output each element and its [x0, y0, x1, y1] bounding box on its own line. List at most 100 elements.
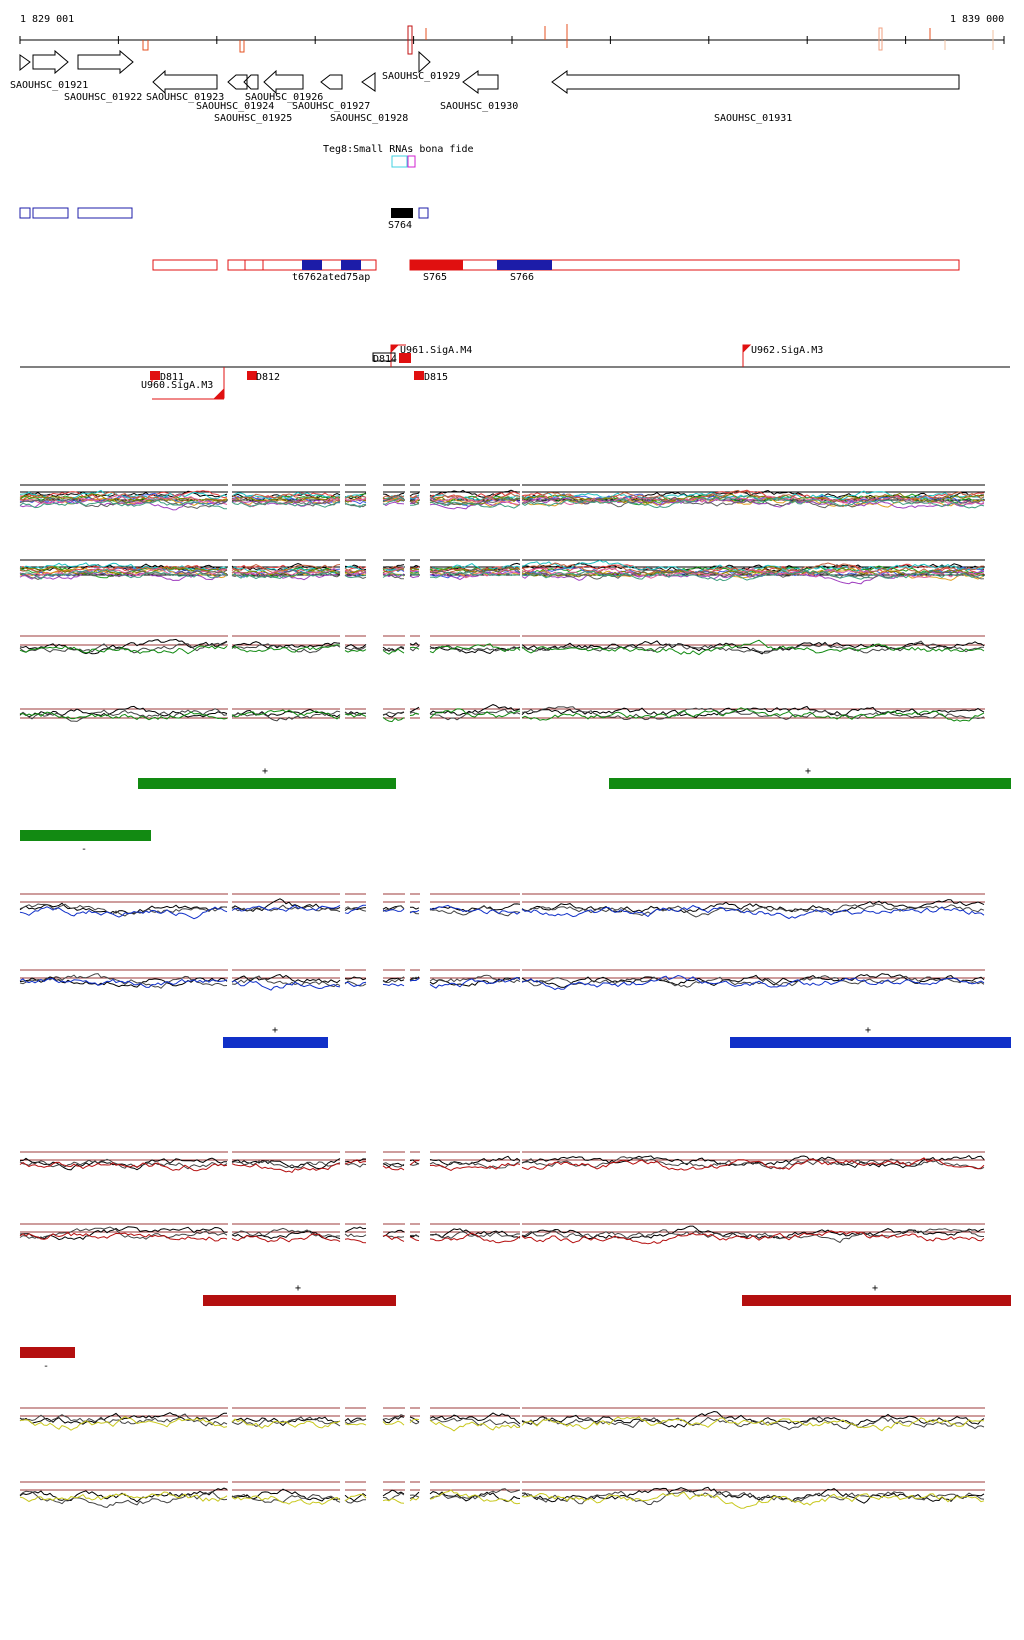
expression-line	[429, 501, 521, 509]
promoter-flag-u960[interactable]	[213, 367, 225, 399]
expression-line	[382, 717, 405, 723]
expression-line	[409, 906, 420, 910]
segment-label: S766	[510, 272, 534, 283]
expression-line	[521, 705, 985, 718]
gene-arrow-01922[interactable]	[77, 49, 134, 75]
region-bar-green-plus[interactable]	[138, 778, 396, 789]
terminator-d815[interactable]	[414, 371, 424, 380]
expression-line	[521, 1489, 985, 1505]
expression-line	[409, 572, 420, 576]
expression-line	[19, 902, 228, 914]
expression-line	[409, 1494, 420, 1498]
segment-fill-s766[interactable]	[497, 260, 552, 270]
region-bar-blue-plus[interactable]	[730, 1037, 1011, 1048]
segment-box-s764[interactable]	[391, 208, 413, 218]
expression-line	[409, 567, 420, 571]
expression-line	[521, 904, 985, 920]
terminator-d812[interactable]	[247, 371, 257, 380]
expression-panel-red-minus	[19, 1225, 985, 1245]
gene-arrow-01929[interactable]	[418, 50, 431, 74]
region-bar-red-plus[interactable]	[203, 1295, 396, 1306]
segment-box[interactable]	[32, 207, 69, 219]
gene-arrow-01923[interactable]	[152, 69, 218, 95]
gene-arrow-01924[interactable]	[227, 74, 259, 90]
expression-line	[19, 497, 228, 510]
strand-plus-label: +	[262, 766, 268, 777]
expression-line	[429, 492, 520, 503]
expression-line	[409, 575, 420, 579]
expression-line	[429, 643, 521, 654]
gene-arrow-01931[interactable]	[551, 70, 960, 94]
segment-box[interactable]	[19, 207, 31, 219]
region-bar-green-minus[interactable]	[20, 830, 151, 841]
expression-line	[382, 1162, 405, 1168]
expression-line	[409, 645, 420, 652]
expression-line	[409, 1234, 420, 1237]
expression-line	[429, 1489, 521, 1505]
segment-box[interactable]	[418, 207, 429, 219]
srna-feature[interactable]	[407, 155, 416, 168]
expression-line	[382, 711, 405, 718]
segment-box[interactable]	[77, 207, 133, 219]
srna-track-title: Teg8:Small RNAs bona fide	[323, 144, 474, 155]
terminator-box[interactable]	[399, 353, 411, 363]
promoter-flag[interactable]	[742, 344, 752, 367]
expression-line	[344, 497, 367, 502]
gene-label: SAOUHSC_01929	[382, 71, 460, 82]
segment-box[interactable]	[409, 259, 960, 271]
expression-line	[429, 496, 521, 506]
expression-line	[382, 1414, 405, 1421]
gene-label: SAOUHSC_01926	[245, 92, 323, 103]
expression-line	[382, 976, 405, 984]
expression-line	[382, 564, 405, 570]
expression-line	[344, 568, 367, 573]
ruler-end-label: 1 839 000	[950, 14, 1004, 25]
expression-line	[19, 1226, 228, 1241]
expression-line	[344, 711, 367, 716]
expression-line	[429, 974, 521, 984]
terminator-label: D815	[424, 372, 448, 383]
gene-arrow-01926[interactable]	[263, 69, 304, 95]
gene-arrow-01928[interactable]	[361, 72, 376, 92]
expression-line	[521, 640, 984, 654]
region-bar-red-plus[interactable]	[742, 1295, 1011, 1306]
segment-fill[interactable]	[302, 260, 322, 270]
expression-line	[409, 1491, 420, 1499]
segment-label: S765	[423, 272, 447, 283]
expression-line	[231, 1233, 341, 1243]
expression-line	[231, 1163, 341, 1174]
segment-fill-s765[interactable]	[410, 260, 463, 270]
segment-fill[interactable]	[341, 260, 361, 270]
gene-label: SAOUHSC_01925	[214, 113, 292, 124]
region-bar-red-minus[interactable]	[20, 1347, 75, 1358]
terminator-box[interactable]	[372, 352, 396, 362]
expression-line	[344, 649, 367, 653]
region-bar-green-plus[interactable]	[609, 778, 1011, 789]
expression-line	[409, 492, 420, 497]
expression-line	[231, 564, 341, 574]
srna-track: Teg8:Small RNAs bona fide	[323, 144, 474, 168]
gene-arrow-01927[interactable]	[320, 74, 343, 90]
expression-line	[19, 493, 228, 505]
srna-feature[interactable]	[391, 155, 408, 168]
gene-arrow-01921[interactable]	[19, 49, 69, 75]
expression-line	[429, 1491, 521, 1503]
expression-line	[344, 644, 367, 649]
expression-line	[382, 1420, 405, 1426]
promoter-label: U961.SigA.M4	[400, 345, 472, 356]
gene-arrow-01930[interactable]	[462, 70, 499, 94]
expression-line	[231, 975, 341, 988]
expression-line	[409, 1162, 420, 1166]
expression-line	[382, 572, 405, 578]
expression-line	[344, 575, 367, 579]
segment-box[interactable]	[152, 259, 218, 271]
expression-line	[382, 648, 405, 655]
terminator-d811[interactable]	[150, 371, 160, 380]
expression-line	[231, 498, 341, 507]
expression-line	[429, 1419, 521, 1432]
expression-line	[521, 1415, 985, 1431]
region-bar-blue-plus[interactable]	[223, 1037, 328, 1048]
expression-line	[429, 571, 521, 581]
expression-line	[429, 1488, 521, 1500]
expression-line	[19, 976, 228, 988]
